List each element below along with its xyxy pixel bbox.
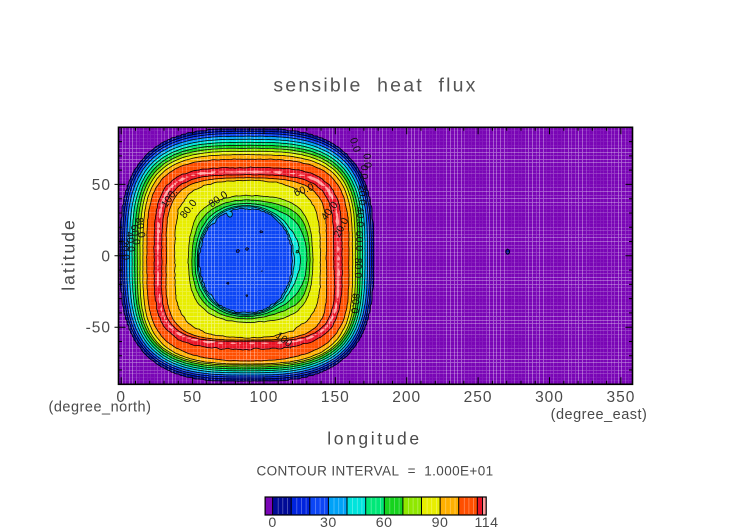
svg-text:60.0: 60.0 xyxy=(128,224,142,246)
svg-text:50: 50 xyxy=(92,177,111,194)
svg-text:20.0: 20.0 xyxy=(119,239,132,260)
svg-text:60.0: 60.0 xyxy=(353,231,365,252)
svg-text:80.0: 80.0 xyxy=(352,258,364,279)
svg-text:50: 50 xyxy=(183,389,202,406)
svg-text:0: 0 xyxy=(268,515,276,531)
svg-text:80.0: 80.0 xyxy=(348,293,362,315)
svg-text:longitude: longitude xyxy=(327,429,421,449)
svg-text:30: 30 xyxy=(320,515,337,531)
svg-text:0.0: 0.0 xyxy=(360,153,373,169)
svg-text:20.0: 20.0 xyxy=(356,185,368,206)
svg-text:latitude: latitude xyxy=(59,218,79,290)
svg-text:100: 100 xyxy=(250,389,279,406)
svg-text:40.0: 40.0 xyxy=(123,231,136,252)
svg-text:250: 250 xyxy=(464,389,493,406)
svg-text:0.0: 0.0 xyxy=(347,136,363,154)
svg-text:0: 0 xyxy=(101,248,111,265)
svg-text:200: 200 xyxy=(392,389,421,406)
svg-text:0: 0 xyxy=(116,389,126,406)
svg-text:(degree_north): (degree_north) xyxy=(49,400,152,416)
svg-text:60: 60 xyxy=(376,515,393,531)
svg-text:300: 300 xyxy=(535,389,564,406)
svg-text:350: 350 xyxy=(606,389,635,406)
svg-text:0.0: 0.0 xyxy=(358,165,370,180)
svg-text:(degree_east): (degree_east) xyxy=(551,407,648,423)
svg-text:sensible heat flux: sensible heat flux xyxy=(273,75,477,97)
svg-text:90: 90 xyxy=(432,515,449,531)
svg-text:CONTOUR INTERVAL = 1.000E+01: CONTOUR INTERVAL = 1.000E+01 xyxy=(256,464,493,479)
svg-text:40.0: 40.0 xyxy=(354,207,366,228)
svg-text:80.0: 80.0 xyxy=(133,217,148,239)
svg-text:150: 150 xyxy=(321,389,350,406)
svg-text:-50: -50 xyxy=(86,320,111,337)
svg-text:114: 114 xyxy=(474,515,498,531)
